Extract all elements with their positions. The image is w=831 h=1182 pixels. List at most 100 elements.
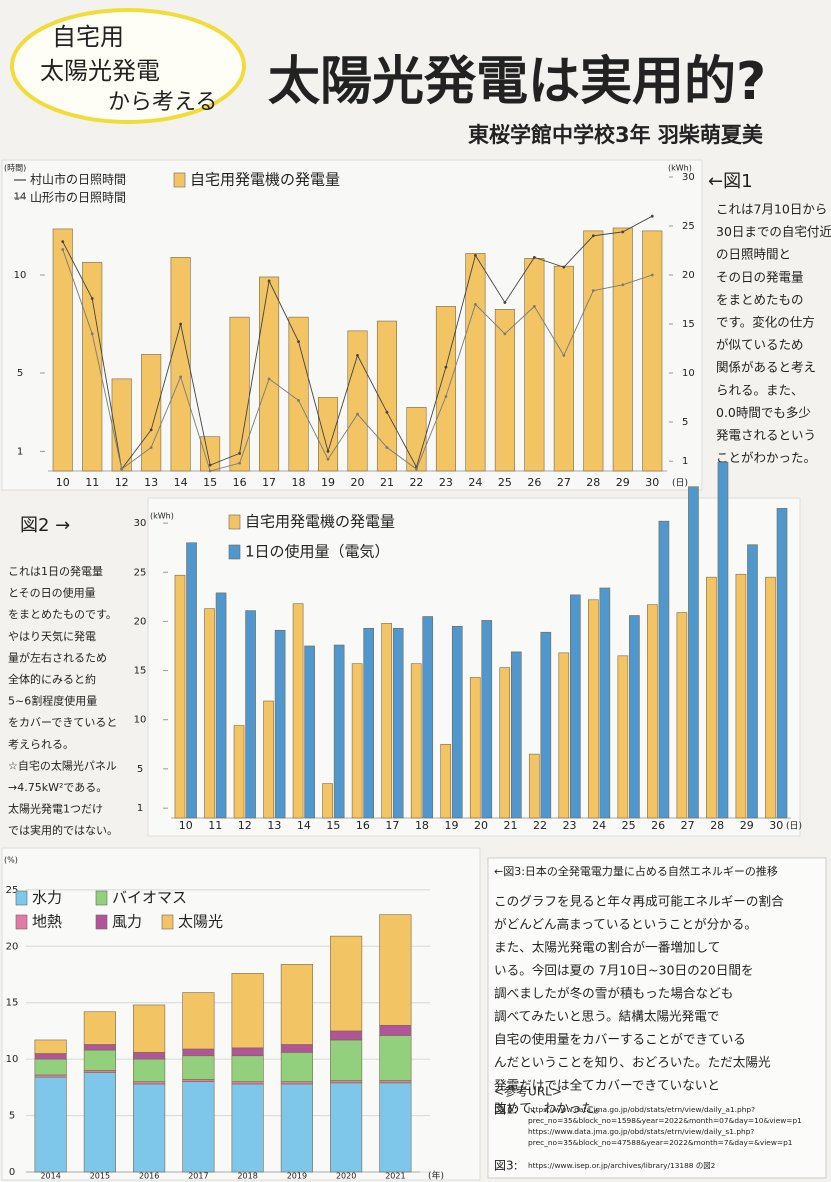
point — [532, 304, 536, 308]
x-tick-label: 2019 — [287, 1172, 307, 1181]
x-tick-label: 22 — [409, 476, 423, 489]
point — [650, 273, 654, 277]
bar — [379, 1080, 412, 1084]
bar — [182, 992, 215, 1050]
note-line: の日照時間と — [716, 247, 791, 262]
legend-swatch — [95, 914, 108, 930]
bar — [288, 316, 309, 472]
bar — [263, 700, 274, 819]
point — [90, 297, 94, 300]
x-tick-label: 18 — [415, 819, 429, 832]
bar — [34, 1039, 67, 1054]
y-tick-label: 1 — [17, 446, 23, 457]
bar — [379, 1035, 412, 1081]
legend-swatch — [228, 514, 241, 530]
legend-swatch — [228, 544, 241, 560]
legend-label: 自宅用発電機の発電量 — [245, 513, 395, 531]
point — [267, 279, 271, 283]
bar — [83, 1049, 116, 1071]
x-tick-label: 26 — [651, 819, 665, 832]
legend-swatch — [15, 890, 28, 906]
point — [208, 463, 212, 467]
note-line: んだということを知り、おどろいた。ただ太陽光 — [494, 1055, 771, 1070]
x-tick-label: 12 — [115, 476, 129, 489]
legend-label: バイオマス — [112, 889, 187, 907]
note-line: が似ているため — [716, 337, 804, 352]
bar — [676, 612, 688, 819]
point — [297, 399, 300, 402]
bar — [231, 1055, 264, 1083]
point — [385, 410, 389, 414]
note-line: をまとめたものです。 — [8, 608, 117, 621]
y-tick-label: 30 — [134, 518, 147, 529]
point — [179, 322, 183, 326]
x-tick-label: 2015 — [90, 1172, 110, 1181]
bar — [274, 629, 286, 819]
x-tick-label: 22 — [533, 819, 547, 832]
x-tick-label: 19 — [444, 819, 458, 832]
bar — [588, 599, 599, 819]
note-line: ことがわかった。 — [716, 450, 816, 465]
bar — [259, 276, 280, 472]
x-unit: (日) — [786, 821, 802, 832]
x-tick-label: 20 — [474, 819, 488, 832]
figure-label: ←図1 — [708, 171, 753, 192]
bar — [524, 258, 545, 472]
bar — [215, 592, 227, 819]
bar — [182, 1048, 215, 1057]
bar — [410, 663, 422, 819]
x-tick-label: 2021 — [385, 1172, 405, 1181]
bar — [52, 228, 73, 472]
y2-tick-label: 5 — [682, 417, 688, 428]
bar — [422, 616, 434, 819]
note-line: その日の発電量 — [716, 269, 804, 284]
note-line: では実用的ではない。 — [8, 823, 118, 837]
y-tick-label: 5 — [137, 764, 143, 775]
badge-bubble — [10, 8, 246, 124]
badge-line: から考える — [108, 90, 217, 115]
y-tick-label: 14 — [14, 192, 27, 203]
note-line: 関係があると考え — [716, 360, 816, 375]
note-line: 調べましたが冬の雪が積もった場合なども — [494, 986, 733, 1001]
point — [621, 230, 625, 234]
ref-heading: <参考URL> — [494, 1084, 562, 1099]
y-tick-label: 20 — [6, 941, 19, 952]
bar — [510, 651, 522, 819]
x-tick-label: 15 — [203, 476, 217, 489]
bar — [617, 655, 629, 819]
x-tick-label: 30 — [645, 476, 659, 489]
x-tick-label: 14 — [297, 819, 311, 832]
note-line: 発電されるという — [716, 428, 816, 443]
x-tick-label: 14 — [174, 476, 188, 489]
bar — [570, 594, 581, 819]
bar — [280, 1044, 313, 1053]
bar — [280, 1052, 313, 1083]
y-tick-label: 10 — [14, 270, 27, 281]
x-tick-label: 27 — [557, 476, 571, 489]
bar — [141, 354, 162, 472]
x-tick-label: 23 — [439, 476, 453, 489]
point — [444, 395, 448, 398]
bar — [379, 1024, 412, 1036]
bar — [82, 261, 103, 472]
note-line: →4.75kW²である。 — [8, 781, 107, 794]
bar — [83, 1070, 116, 1073]
x-tick-label: 25 — [622, 819, 636, 832]
y-unit: (%) — [4, 856, 18, 865]
bar — [451, 626, 463, 819]
point — [415, 467, 418, 471]
point — [474, 254, 477, 257]
point — [444, 365, 448, 369]
x-tick-label: 17 — [262, 476, 276, 489]
y-tick-label: 1 — [137, 803, 143, 814]
bar — [379, 914, 412, 1026]
note-line: 5~6割程度使用量 — [8, 694, 97, 708]
bar — [182, 1081, 215, 1173]
bar — [717, 461, 729, 819]
x-tick-label: 23 — [563, 819, 577, 832]
bar — [83, 1044, 116, 1051]
x-tick-label: 26 — [527, 476, 541, 489]
ref-url: https://www.data.jma.go.jp/obd/stats/etr… — [528, 1105, 755, 1114]
point — [267, 377, 271, 381]
note-line: がどんどん高まっているということが分かる。 — [494, 917, 757, 932]
